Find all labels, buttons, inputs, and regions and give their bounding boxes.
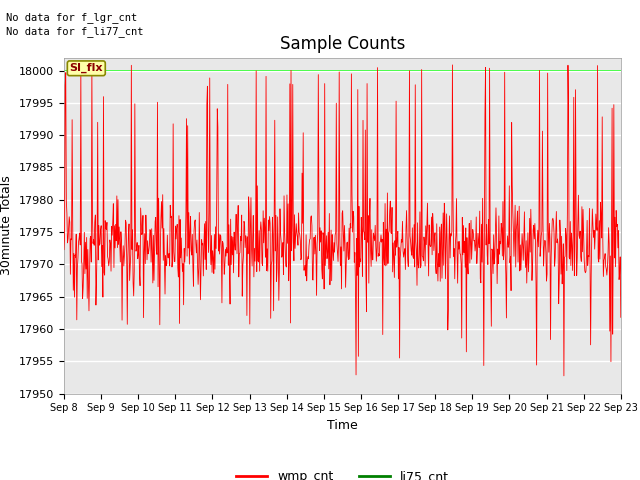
Text: No data for f_li77_cnt: No data for f_li77_cnt	[6, 26, 144, 37]
Legend: wmp_cnt, li75_cnt: wmp_cnt, li75_cnt	[231, 465, 454, 480]
Text: SI_flx: SI_flx	[70, 63, 103, 73]
Text: No data for f_lgr_cnt: No data for f_lgr_cnt	[6, 12, 138, 23]
X-axis label: Time: Time	[327, 419, 358, 432]
Title: Sample Counts: Sample Counts	[280, 35, 405, 53]
Y-axis label: 30minute Totals: 30minute Totals	[1, 176, 13, 276]
